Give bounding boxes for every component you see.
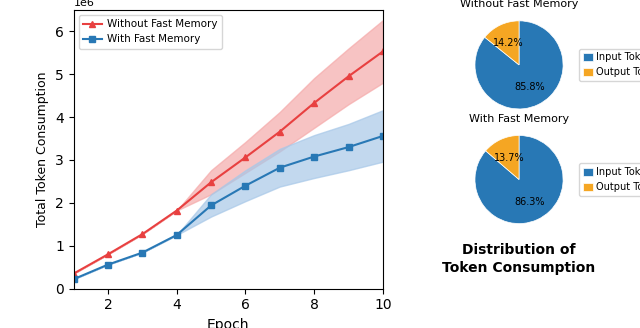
With Fast Memory — [173, 233, 180, 237]
With Fast Memory — [379, 134, 387, 138]
Without Fast Memory — [104, 252, 112, 256]
Without Fast Memory — [138, 232, 146, 236]
Text: 85.8%: 85.8% — [514, 82, 545, 92]
Y-axis label: Total Token Consumption: Total Token Consumption — [36, 72, 49, 227]
With Fast Memory — [310, 154, 318, 158]
Without Fast Memory — [345, 74, 353, 78]
With Fast Memory — [138, 251, 146, 255]
Without Fast Memory — [173, 209, 180, 213]
Legend: Input Tokens, Output Tokens: Input Tokens, Output Tokens — [579, 49, 640, 81]
Without Fast Memory — [379, 50, 387, 53]
Wedge shape — [475, 135, 563, 224]
Without Fast Memory — [276, 130, 284, 133]
Without Fast Memory — [310, 101, 318, 105]
Title: Without Fast Memory: Without Fast Memory — [460, 0, 578, 9]
With Fast Memory — [276, 166, 284, 170]
Line: With Fast Memory: With Fast Memory — [71, 133, 386, 282]
With Fast Memory — [242, 184, 250, 188]
Line: Without Fast Memory: Without Fast Memory — [70, 48, 387, 277]
Without Fast Memory — [207, 180, 215, 184]
Wedge shape — [486, 135, 519, 179]
With Fast Memory — [207, 203, 215, 207]
X-axis label: Epoch: Epoch — [207, 318, 250, 328]
Wedge shape — [475, 21, 563, 109]
Without Fast Memory — [70, 272, 77, 276]
Text: 13.7%: 13.7% — [493, 153, 524, 162]
Legend: Without Fast Memory, With Fast Memory: Without Fast Memory, With Fast Memory — [79, 15, 221, 49]
Title: With Fast Memory: With Fast Memory — [469, 114, 569, 124]
Wedge shape — [484, 21, 519, 65]
With Fast Memory — [104, 263, 112, 267]
Text: 14.2%: 14.2% — [493, 38, 524, 48]
Without Fast Memory — [242, 155, 250, 159]
With Fast Memory — [70, 277, 77, 281]
With Fast Memory — [345, 145, 353, 149]
Legend: Input Tokens, Output Tokens: Input Tokens, Output Tokens — [579, 163, 640, 196]
Text: 86.3%: 86.3% — [514, 196, 545, 207]
Text: Distribution of
Token Consumption: Distribution of Token Consumption — [442, 243, 596, 275]
